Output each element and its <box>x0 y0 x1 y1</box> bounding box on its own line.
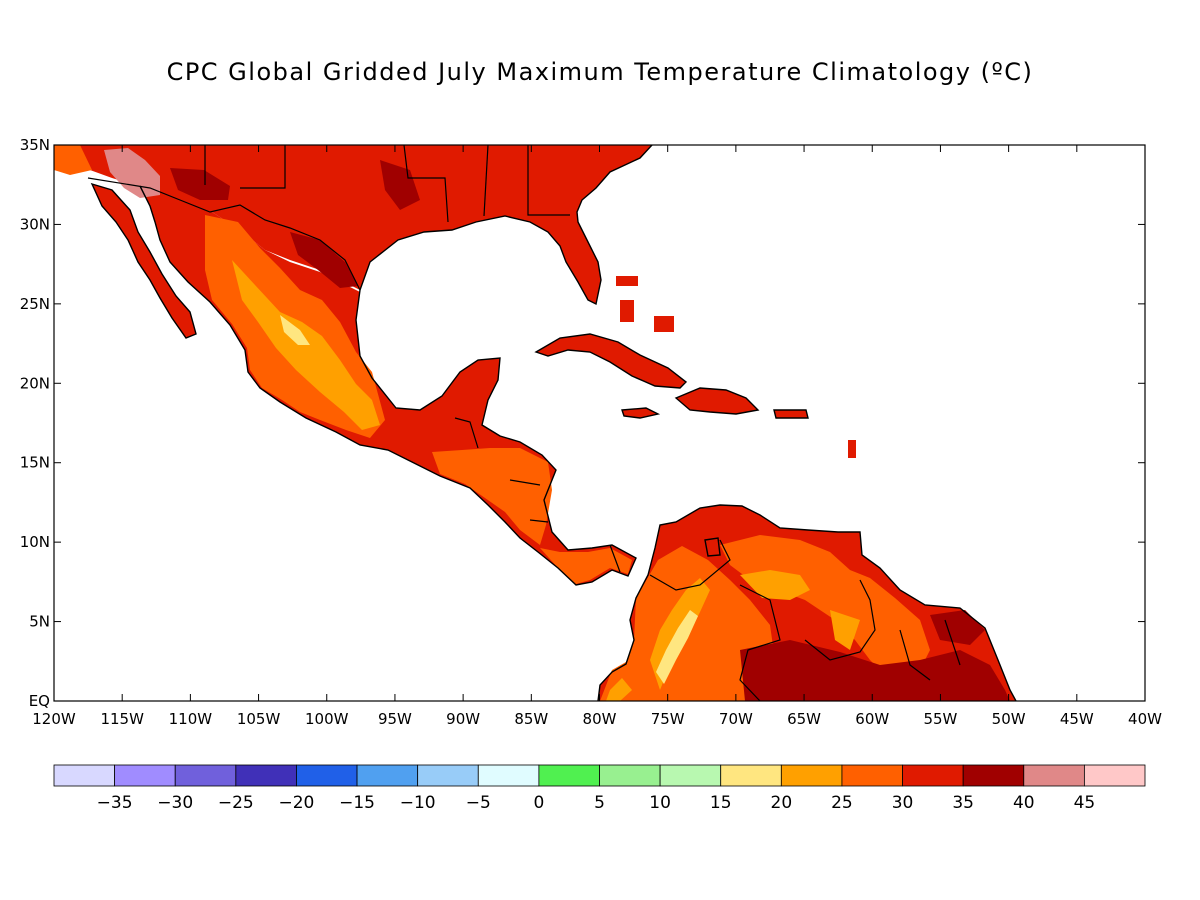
colorbar-label: 15 <box>710 793 732 813</box>
colorbar-label: 10 <box>649 793 671 813</box>
land-puerto-rico <box>774 410 808 418</box>
lon-tick-label: 45W <box>1060 710 1094 728</box>
colorbar-label: −35 <box>97 793 133 813</box>
latitude-labels: EQ 5N 10N 15N 20N 25N 30N 35N <box>20 136 50 710</box>
colorbar-label: 45 <box>1074 793 1096 813</box>
lon-tick-label: 70W <box>719 710 753 728</box>
lat-tick-label: EQ <box>29 692 50 710</box>
colorbar-swatch <box>538 764 600 787</box>
colorbar-swatch <box>962 764 1025 787</box>
cool-ridges <box>280 315 698 684</box>
land-baja-california <box>92 184 196 338</box>
lon-tick-label: 60W <box>855 710 889 728</box>
colorbar-label: −20 <box>278 793 314 813</box>
colorbar-swatch <box>477 764 540 787</box>
lon-tick-label: 95W <box>378 710 412 728</box>
temperature-field <box>54 145 1017 701</box>
lat-tick-label: 30N <box>20 215 50 233</box>
colorbar-swatch <box>780 764 843 787</box>
colorbar-label: 30 <box>892 793 914 813</box>
axis-ticks <box>53 144 1146 702</box>
colorbar-swatch <box>720 764 782 787</box>
lon-tick-label: 115W <box>100 710 144 728</box>
colorbar-label: −30 <box>157 793 193 813</box>
colorbar-swatch <box>417 764 479 787</box>
map-title: CPC Global Gridded July Maximum Temperat… <box>166 58 1034 86</box>
colorbar-label: 35 <box>952 793 974 813</box>
colorbar-label: 40 <box>1013 793 1035 813</box>
lon-tick-label: 120W <box>32 710 76 728</box>
land-hispaniola <box>676 388 758 414</box>
colorbar-label: 0 <box>533 793 544 813</box>
colorbar-swatch <box>1083 764 1146 787</box>
lat-tick-label: 15N <box>20 454 50 472</box>
colorbar-label: 25 <box>831 793 853 813</box>
lat-tick-label: 5N <box>29 613 50 631</box>
colorbar-label: 5 <box>594 793 605 813</box>
lon-tick-label: 90W <box>446 710 480 728</box>
lon-tick-label: 80W <box>583 710 617 728</box>
colorbar-swatch <box>841 764 903 787</box>
colorbar-swatch <box>174 764 237 787</box>
colorbar-swatch <box>1023 764 1085 787</box>
colorbar-swatch <box>356 764 419 787</box>
lon-tick-label: 100W <box>305 710 349 728</box>
colorbar-swatch <box>296 764 358 787</box>
land-bahamas <box>616 276 638 286</box>
colorbar-label: −10 <box>400 793 436 813</box>
lon-tick-label: 55W <box>923 710 957 728</box>
lon-tick-label: 105W <box>237 710 281 728</box>
colorbar-label: −15 <box>339 793 375 813</box>
lat-tick-label: 25N <box>20 295 50 313</box>
colorbar-label: −25 <box>218 793 254 813</box>
extreme-zones <box>104 148 160 198</box>
lon-tick-label: 40W <box>1128 710 1162 728</box>
colorbar-swatch <box>902 764 964 787</box>
colorbar-label: −5 <box>466 793 491 813</box>
land-lesser-antilles <box>848 440 856 458</box>
lat-tick-label: 10N <box>20 533 50 551</box>
lon-tick-label: 75W <box>651 710 685 728</box>
hot-zones <box>170 160 1010 701</box>
longitude-labels: 120W 115W 110W 105W 100W 95W 90W 85W 80W 75W 70W 65… <box>32 710 1162 728</box>
colorbar-swatch <box>659 764 722 787</box>
colorbar-swatch <box>599 764 661 787</box>
lon-tick-label: 50W <box>992 710 1026 728</box>
colorbar-label: 20 <box>771 793 793 813</box>
lat-tick-label: 20N <box>20 374 50 392</box>
coastlines <box>90 145 1017 701</box>
colorbar-swatch <box>53 764 116 787</box>
colorbar <box>53 764 1146 787</box>
colorbar-swatch <box>235 764 297 787</box>
lon-tick-label: 85W <box>514 710 548 728</box>
land-cuba <box>536 334 686 388</box>
colorbar-swatch <box>114 764 176 787</box>
lon-tick-label: 110W <box>169 710 213 728</box>
lon-tick-label: 65W <box>787 710 821 728</box>
colorbar-labels: −35 −30 −25 −20 −15 −10 −5 0 5 10 15 20 25 30 35 40 45 <box>97 793 1096 813</box>
lat-tick-label: 35N <box>20 136 50 154</box>
